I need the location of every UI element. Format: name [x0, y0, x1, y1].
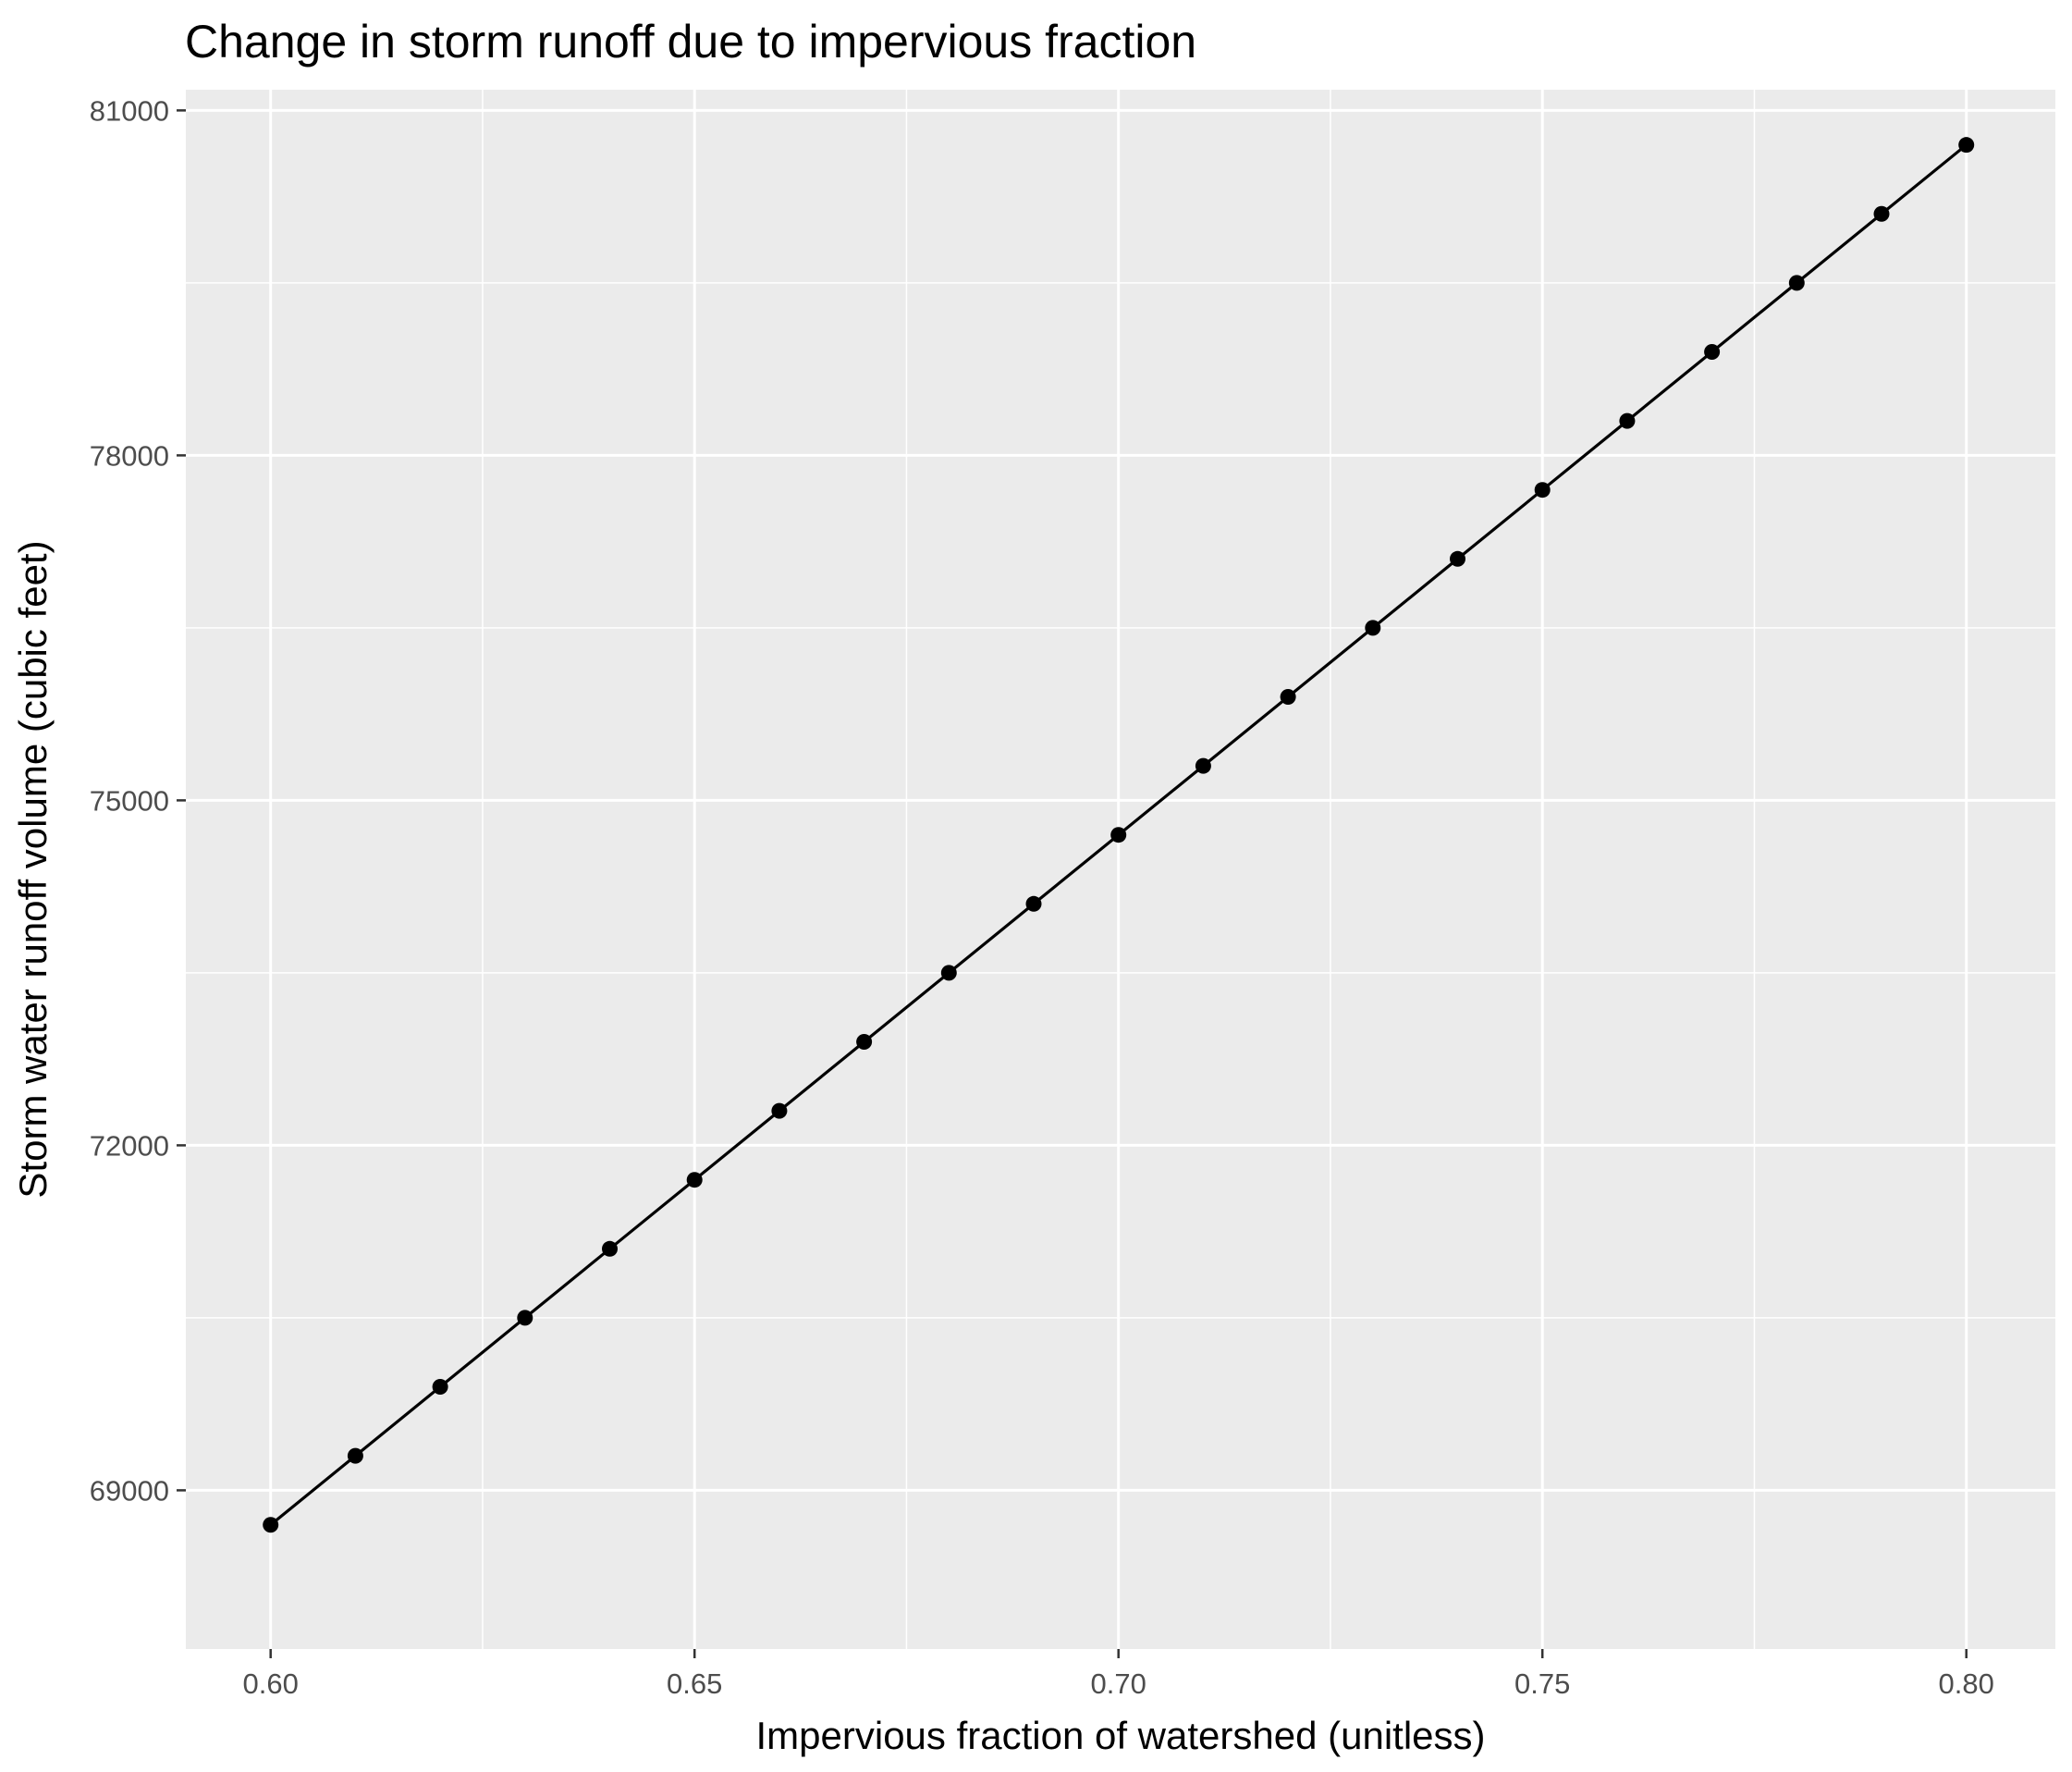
- data-point: [1110, 827, 1127, 843]
- data-point: [856, 1034, 873, 1051]
- x-axis: 0.60 0.65 0.70 0.75 0.80: [243, 1649, 1994, 1700]
- x-tick-label: 0.80: [1939, 1667, 1994, 1700]
- data-point: [263, 1517, 279, 1533]
- data-point: [347, 1447, 363, 1464]
- y-tick-label: 75000: [90, 784, 169, 817]
- data-point: [1704, 343, 1721, 360]
- data-point: [1788, 275, 1805, 291]
- x-tick-label: 0.60: [243, 1667, 299, 1700]
- minor-gridlines: [186, 90, 2055, 1649]
- data-point: [1025, 895, 1042, 912]
- data-point: [432, 1379, 448, 1396]
- data-series: [263, 137, 1975, 1533]
- y-tick-label: 72000: [90, 1129, 169, 1162]
- y-axis-title: Storm water runoff volume (cubic feet): [11, 540, 55, 1198]
- major-gridlines: [186, 90, 2055, 1649]
- x-tick-label: 0.75: [1514, 1667, 1570, 1700]
- data-point: [602, 1240, 619, 1257]
- x-axis-title: Impervious fraction of watershed (unitle…: [756, 1714, 1486, 1757]
- y-tick-label: 69000: [90, 1474, 169, 1507]
- data-point: [1534, 482, 1551, 498]
- x-tick-label: 0.70: [1091, 1667, 1146, 1700]
- data-point: [517, 1310, 533, 1326]
- chart-title: Change in storm runoff due to impervious…: [185, 16, 1196, 68]
- data-point: [686, 1172, 703, 1188]
- data-point: [1195, 757, 1211, 774]
- data-point: [1450, 550, 1466, 567]
- data-point: [940, 965, 957, 981]
- y-axis: 69000 72000 75000 78000 81000: [90, 94, 186, 1507]
- data-point: [1873, 205, 1890, 222]
- data-point: [771, 1102, 788, 1119]
- data-point: [1365, 620, 1381, 636]
- y-tick-label: 78000: [90, 439, 169, 472]
- y-tick-label: 81000: [90, 94, 169, 127]
- data-point: [1958, 137, 1975, 154]
- plot-panel: [186, 90, 2055, 1649]
- data-point: [1619, 412, 1636, 429]
- x-tick-label: 0.65: [667, 1667, 722, 1700]
- data-point: [1280, 688, 1296, 705]
